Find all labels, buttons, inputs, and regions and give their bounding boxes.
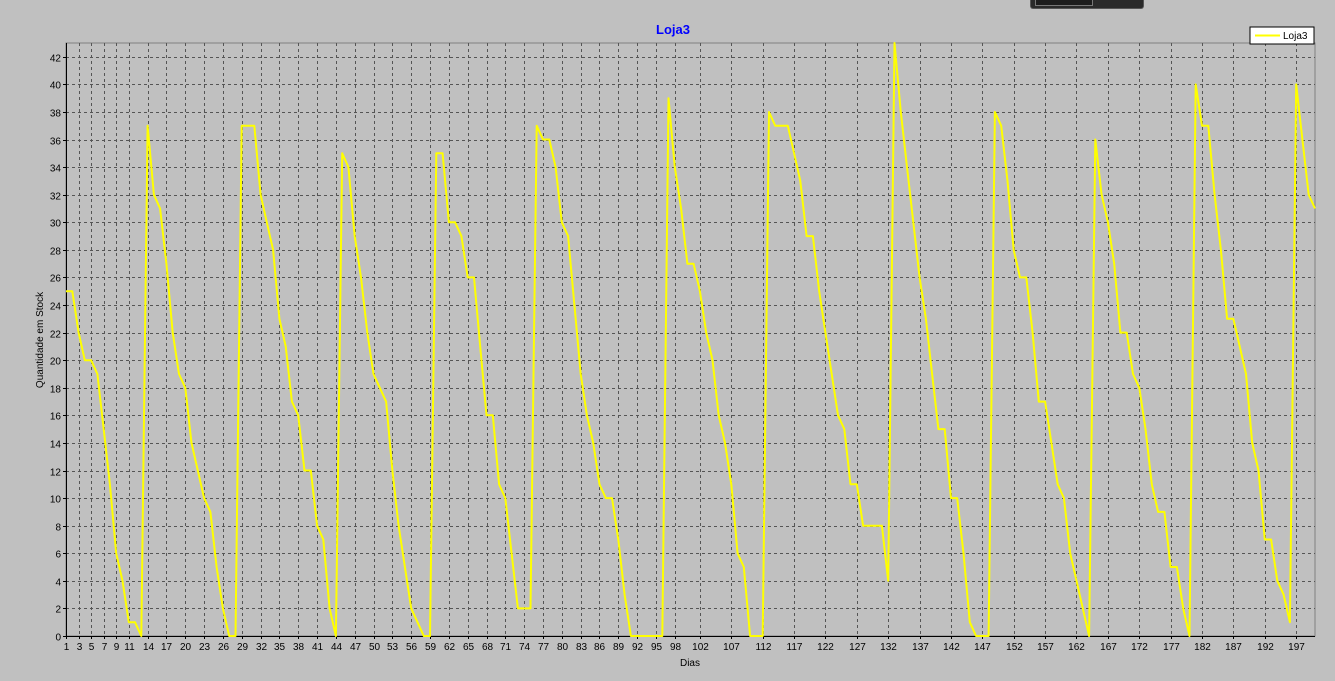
x-tick-label: 59 [425, 642, 437, 653]
x-tick-label: 152 [1006, 642, 1023, 653]
x-tick-label: 3 [77, 642, 83, 653]
x-tick-label: 127 [849, 642, 866, 653]
x-tick-label: 56 [406, 642, 418, 653]
x-tick-label: 187 [1225, 642, 1242, 653]
x-tick-label: 147 [974, 642, 991, 653]
x-tick-label: 53 [387, 642, 399, 653]
y-tick-label: 10 [50, 495, 62, 506]
x-tick-label: 107 [723, 642, 740, 653]
y-tick-label: 32 [50, 192, 62, 203]
x-tick-label: 95 [651, 642, 663, 653]
x-tick-label: 172 [1131, 642, 1148, 653]
x-tick-label: 68 [482, 642, 494, 653]
x-tick-label: 137 [912, 642, 929, 653]
x-tick-label: 44 [331, 642, 343, 653]
x-axis-label: Dias [680, 658, 700, 669]
x-tick-label: 117 [787, 642, 803, 653]
x-tick-label: 98 [670, 642, 682, 653]
x-tick-label: 142 [943, 642, 960, 653]
x-tick-label: 197 [1288, 642, 1305, 653]
x-tick-label: 132 [880, 642, 897, 653]
axis-layer: 0246810121416182022242628303234363840421… [50, 43, 1315, 653]
x-tick-label: 26 [218, 642, 230, 653]
x-tick-label: 182 [1194, 642, 1211, 653]
x-tick-label: 92 [632, 642, 644, 653]
y-tick-label: 6 [55, 550, 61, 561]
x-tick-label: 7 [102, 642, 108, 653]
y-tick-label: 18 [50, 385, 62, 396]
y-tick-label: 42 [50, 54, 62, 65]
y-tick-label: 2 [55, 605, 61, 616]
x-tick-label: 89 [613, 642, 625, 653]
x-tick-label: 35 [274, 642, 286, 653]
y-tick-label: 12 [50, 468, 62, 479]
x-tick-label: 192 [1257, 642, 1274, 653]
x-tick-label: 23 [199, 642, 211, 653]
series-layer [66, 42, 1316, 637]
y-tick-label: 22 [50, 330, 62, 341]
y-tick-label: 40 [50, 81, 62, 92]
x-tick-label: 32 [256, 642, 268, 653]
y-tick-label: 20 [50, 357, 62, 368]
x-tick-label: 41 [312, 642, 324, 653]
x-tick-label: 20 [180, 642, 192, 653]
y-tick-label: 24 [50, 302, 62, 313]
window-control-fragment [1030, 0, 1144, 9]
x-tick-label: 47 [350, 642, 362, 653]
y-tick-label: 26 [50, 274, 62, 285]
x-tick-label: 65 [463, 642, 475, 653]
x-tick-label: 177 [1163, 642, 1180, 653]
y-tick-label: 8 [55, 523, 61, 534]
x-tick-label: 74 [519, 642, 531, 653]
legend: Loja3 [1249, 26, 1315, 45]
x-tick-label: 9 [114, 642, 120, 653]
x-tick-label: 50 [369, 642, 381, 653]
x-tick-label: 11 [124, 642, 135, 653]
chart-title: Loja3 [656, 22, 690, 37]
y-tick-label: 36 [50, 137, 62, 148]
y-tick-label: 16 [50, 412, 62, 423]
window-control-inner [1035, 0, 1093, 6]
x-tick-label: 102 [692, 642, 709, 653]
x-tick-label: 77 [538, 642, 550, 653]
x-tick-label: 38 [293, 642, 305, 653]
x-tick-label: 167 [1100, 642, 1117, 653]
series-line-loja3 [66, 42, 1316, 637]
x-tick-label: 83 [576, 642, 588, 653]
x-tick-label: 14 [143, 642, 155, 653]
x-tick-label: 62 [444, 642, 456, 653]
x-tick-label: 17 [161, 642, 173, 653]
y-tick-label: 34 [50, 164, 62, 175]
y-tick-label: 14 [50, 440, 62, 451]
x-tick-label: 80 [557, 642, 569, 653]
x-tick-label: 122 [817, 642, 834, 653]
x-tick-label: 1 [64, 642, 70, 653]
y-axis-label: Quantidade em Stock [35, 291, 46, 388]
legend-box [1249, 26, 1315, 45]
x-tick-label: 86 [594, 642, 606, 653]
x-tick-label: 112 [756, 642, 772, 653]
x-tick-label: 162 [1068, 642, 1085, 653]
x-tick-label: 5 [89, 642, 95, 653]
legend-label: Loja3 [1283, 31, 1308, 42]
x-tick-label: 29 [237, 642, 249, 653]
x-tick-label: 71 [500, 642, 512, 653]
y-tick-label: 28 [50, 247, 62, 258]
y-tick-label: 30 [50, 219, 62, 230]
y-tick-label: 4 [55, 578, 61, 589]
y-tick-label: 0 [55, 633, 61, 644]
y-tick-label: 38 [50, 109, 62, 120]
x-tick-label: 157 [1037, 642, 1054, 653]
